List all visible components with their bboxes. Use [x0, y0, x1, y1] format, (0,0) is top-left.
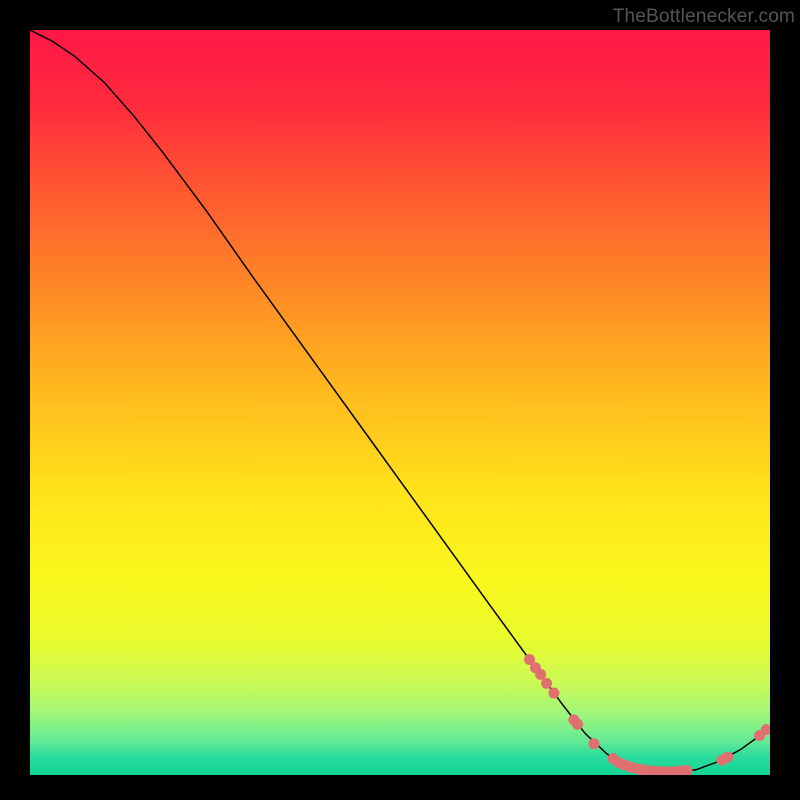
plot-region: [30, 30, 770, 775]
scatter-point: [588, 738, 599, 749]
scatter-point: [548, 688, 559, 699]
bottleneck-chart: [30, 30, 770, 775]
scatter-point: [541, 678, 552, 689]
scatter-point: [572, 719, 583, 730]
watermark-text: TheBottlenecker.com: [613, 6, 795, 28]
scatter-point: [722, 752, 733, 763]
scatter-point: [535, 669, 546, 680]
chart-gradient-background: [30, 30, 770, 775]
